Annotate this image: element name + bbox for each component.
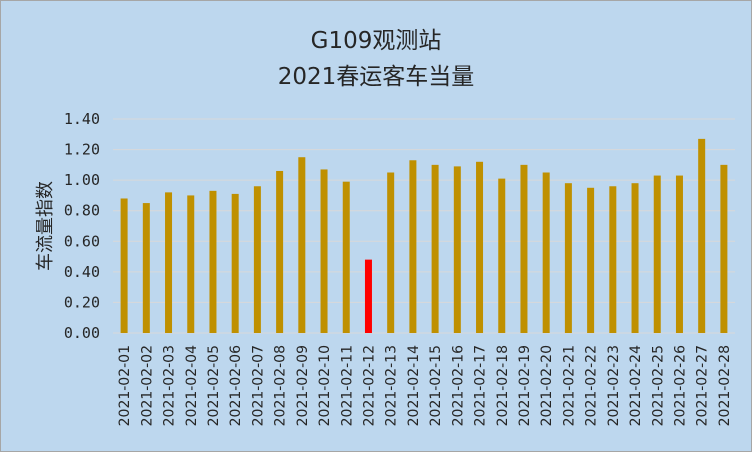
- x-tick-label: 2021-02-06: [228, 345, 244, 426]
- x-tick-label: 2021-02-07: [250, 345, 266, 426]
- y-tick-label: 0.40: [64, 263, 100, 281]
- y-tick-label: 0.60: [64, 232, 100, 250]
- bar: [609, 186, 617, 333]
- bar: [675, 175, 683, 333]
- x-tick-label: 2021-02-14: [406, 345, 422, 426]
- bar: [320, 169, 328, 333]
- x-tick-label: 2021-02-23: [606, 345, 622, 426]
- x-tick-label: 2021-02-28: [717, 345, 733, 426]
- bar: [409, 160, 417, 333]
- x-tick-label: 2021-02-16: [450, 345, 466, 426]
- x-tick-label: 2021-02-19: [517, 345, 533, 426]
- bar: [253, 186, 261, 333]
- bar: [298, 157, 306, 333]
- bar: [542, 172, 550, 333]
- x-tick-label: 2021-02-24: [628, 345, 644, 426]
- x-tick-label: 2021-02-22: [584, 345, 600, 426]
- y-tick-label: 0.80: [64, 202, 100, 220]
- bar: [120, 198, 128, 333]
- y-tick-label: 0.20: [64, 293, 100, 311]
- y-tick-label: 1.00: [64, 171, 100, 189]
- x-tick-label: 2021-02-09: [295, 345, 311, 426]
- bar: [453, 166, 461, 333]
- x-tick-label: 2021-02-11: [339, 345, 355, 426]
- x-tick-label: 2021-02-21: [561, 345, 577, 426]
- y-tick-label: 1.20: [64, 141, 100, 159]
- bar: [498, 178, 506, 333]
- bar: [209, 190, 217, 333]
- bar: [387, 172, 395, 333]
- x-tick-label: 2021-02-10: [317, 345, 333, 426]
- x-tick-label: 2021-02-20: [539, 345, 555, 426]
- x-tick-label: 2021-02-15: [428, 345, 444, 426]
- bar: [564, 183, 572, 333]
- x-tick-label: 2021-02-17: [473, 345, 489, 426]
- bar: [364, 259, 372, 333]
- x-tick-label: 2021-02-08: [273, 345, 289, 426]
- bar: [698, 138, 706, 333]
- y-axis-label: 车流量指数: [35, 181, 56, 271]
- bar: [165, 192, 173, 333]
- y-tick-label: 1.40: [64, 110, 100, 128]
- x-tick-label: 2021-02-05: [206, 345, 222, 426]
- bar: [476, 161, 484, 333]
- bar: [231, 193, 239, 333]
- bar: [631, 183, 639, 333]
- y-tick-label: 0.00: [64, 324, 100, 342]
- bar: [653, 175, 661, 333]
- x-tick-label: 2021-02-02: [139, 345, 155, 426]
- bar: [276, 170, 284, 333]
- x-tick-label: 2021-02-01: [117, 345, 133, 426]
- bar: [431, 164, 439, 333]
- x-tick-label: 2021-02-03: [162, 345, 178, 426]
- x-tick-label: 2021-02-12: [361, 345, 377, 426]
- x-tick-label: 2021-02-13: [384, 345, 400, 426]
- chart-subtitle: 2021春运客车当量: [277, 64, 475, 90]
- bar: [342, 181, 350, 333]
- x-tick-label: 2021-02-18: [495, 345, 511, 426]
- x-tick-label: 2021-02-26: [672, 345, 688, 426]
- bar: [720, 164, 728, 333]
- bar: [142, 203, 150, 333]
- x-tick-label: 2021-02-27: [695, 345, 711, 426]
- x-tick-label: 2021-02-25: [650, 345, 666, 426]
- bar: [187, 195, 195, 333]
- chart-title: G109观测站: [310, 28, 442, 54]
- bar: [587, 187, 595, 333]
- x-tick-label: 2021-02-04: [184, 345, 200, 426]
- bar: [520, 164, 528, 333]
